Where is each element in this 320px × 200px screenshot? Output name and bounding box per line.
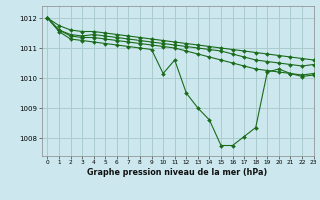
X-axis label: Graphe pression niveau de la mer (hPa): Graphe pression niveau de la mer (hPa) [87, 168, 268, 177]
